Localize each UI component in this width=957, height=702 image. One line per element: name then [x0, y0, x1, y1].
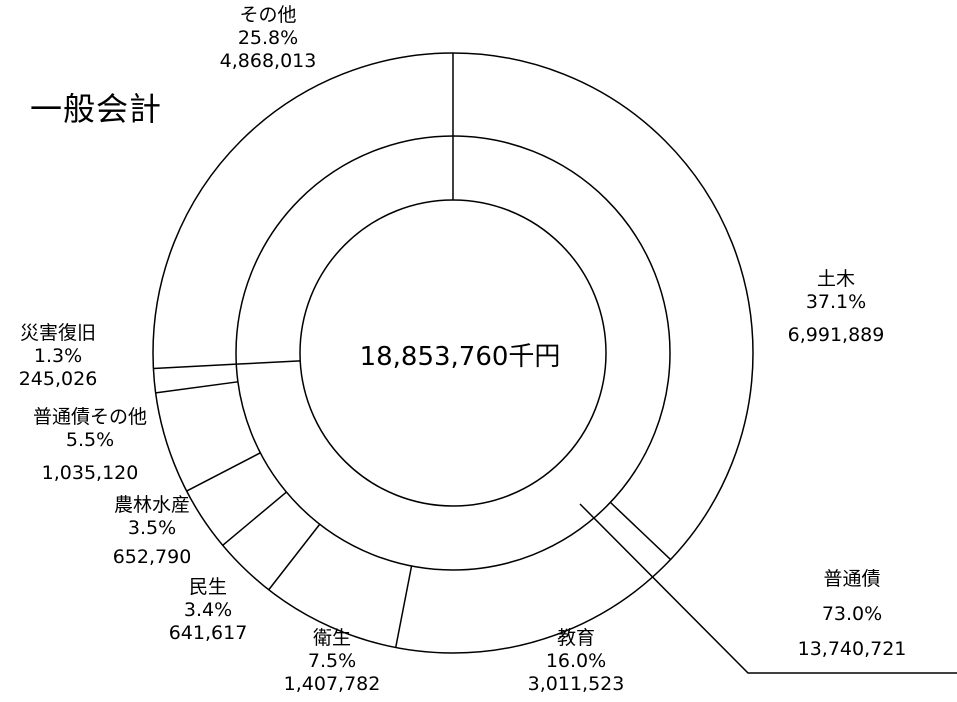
- slice-divider-4: [268, 523, 321, 591]
- total-amount-label: 18,853,760千円: [359, 342, 561, 372]
- slice-percent: 7.5%: [307, 650, 357, 672]
- slice-label-sonota: その他 25.8% 4,868,013: [220, 4, 317, 73]
- slice-name: その他: [239, 4, 297, 26]
- slice-divider-3: [394, 565, 413, 648]
- slice-value: 1,035,120: [41, 462, 139, 484]
- chart-title: 一般会計: [30, 90, 163, 128]
- slice-percent: 1.3%: [33, 345, 83, 367]
- slice-name: 教育: [556, 627, 596, 649]
- slice-value: 4,868,013: [219, 50, 317, 72]
- group-label-futsusai: 普通債 73.0% 13,740,721: [798, 568, 907, 661]
- slice-label-eisei: 衛生 7.5% 1,407,782: [284, 627, 381, 696]
- slice-percent: 3.5%: [127, 517, 177, 539]
- slice-value: 652,790: [112, 546, 192, 568]
- group-value: 13,740,721: [797, 638, 907, 660]
- slice-value: 245,026: [18, 368, 98, 390]
- slice-name: 災害復旧: [19, 322, 97, 344]
- slice-divider-8: [153, 363, 237, 370]
- slice-name: 民生: [188, 576, 228, 598]
- slice-value: 1,407,782: [283, 673, 381, 695]
- slice-name: 農林水産: [113, 494, 191, 516]
- slice-percent: 16.0%: [545, 650, 607, 672]
- slice-divider-5: [222, 491, 287, 546]
- group-percent: 73.0%: [821, 603, 883, 625]
- group-leader-line: [579, 503, 957, 674]
- slice-divider-7: [155, 381, 239, 394]
- slice-label-doboku: 土木 37.1% 6,991,889: [788, 268, 885, 347]
- slice-percent: 3.4%: [183, 599, 233, 621]
- slice-label-kyoiku: 教育 16.0% 3,011,523: [528, 627, 625, 696]
- slice-name: 普通債その他: [32, 406, 148, 428]
- group-divider-2: [236, 360, 301, 365]
- slice-label-norin: 農林水産 3.5% 652,790: [113, 494, 192, 569]
- group-name: 普通債: [823, 568, 881, 590]
- slice-percent: 5.5%: [65, 429, 115, 451]
- slice-divider-2: [609, 501, 672, 561]
- slice-percent: 37.1%: [805, 291, 867, 313]
- slice-label-saigai: 災害復旧 1.3% 245,026: [19, 322, 98, 391]
- slice-label-minsei: 民生 3.4% 641,617: [169, 576, 248, 645]
- slice-name: 土木: [816, 268, 856, 290]
- slice-divider-6: [186, 452, 261, 492]
- slice-label-futsusai-sonota: 普通債その他 5.5% 1,035,120: [33, 406, 147, 485]
- slice-percent: 25.8%: [237, 27, 299, 49]
- slice-name: 衛生: [312, 627, 352, 649]
- slice-value: 641,617: [168, 622, 248, 644]
- slice-value: 6,991,889: [787, 324, 885, 346]
- slice-value: 3,011,523: [527, 673, 625, 695]
